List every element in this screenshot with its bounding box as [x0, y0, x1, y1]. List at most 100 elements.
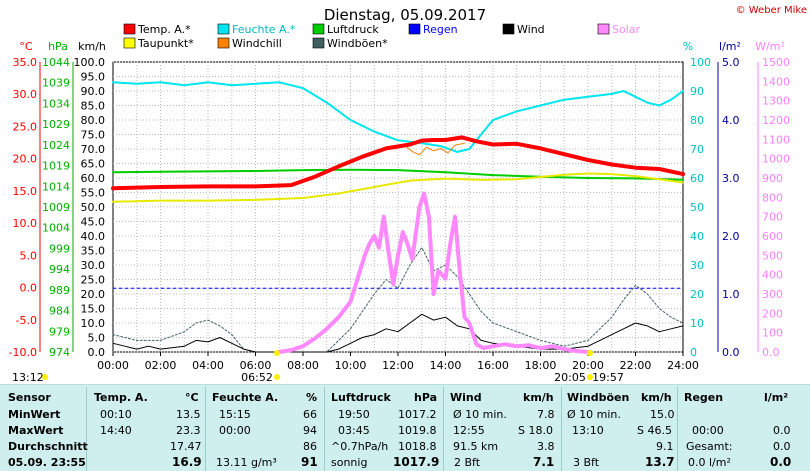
tick-label: 55.0 [81, 187, 106, 200]
series-solar [277, 191, 590, 354]
hum-min-time: 15:15 [219, 408, 251, 421]
tick-label: 999 [49, 242, 70, 255]
sunset-label: 19:57 [592, 371, 624, 384]
rain-now-label: 0.0 l/m² [688, 456, 731, 469]
rain-now: 0.0 [770, 455, 792, 469]
press-min: 1017.2 [398, 408, 437, 421]
gust-avg10-label: Ø 10 min. [567, 408, 621, 421]
wind-bft: 2 Bft [454, 456, 481, 469]
hum-now: 91 [301, 455, 318, 469]
header-sensor: Sensor [8, 391, 51, 404]
legend-swatch [217, 37, 230, 49]
legend-label: Luftdruck [327, 23, 379, 36]
legend-swatch [312, 23, 325, 35]
tick-label: 1034 [42, 97, 70, 110]
tick-label: 1019 [42, 160, 70, 173]
copyright-text: © Weber Mike [736, 5, 807, 16]
legend-swatch [123, 37, 136, 49]
gust-bft: 3 Bft [573, 456, 600, 469]
tick-label: 700 [762, 211, 783, 224]
gust-now: 13.7 [645, 455, 675, 469]
tick-label: 1000 [762, 153, 790, 166]
tick-label: 500 [762, 249, 783, 262]
hum-max: 94 [303, 424, 317, 437]
x-tick-label: 02:00 [145, 359, 177, 372]
tick-label: 80 [690, 114, 704, 127]
sun-marker [587, 350, 593, 356]
wind-distance: 91.5 km [453, 440, 499, 453]
tick-label: 1300 [762, 95, 790, 108]
press-min-time: 19:50 [338, 408, 370, 421]
weather-chart: Dienstag, 05.09.2017 © Weber Mike Temp. A.… [9, 5, 807, 384]
tick-label: 40.0 [81, 230, 106, 243]
tick-label: 30.0 [81, 259, 106, 272]
tick-label: 25.0 [81, 274, 106, 287]
row-avg-label: Durchschnitt [8, 440, 88, 453]
tick-label: 1100 [762, 133, 790, 146]
tick-label: 25.0 [13, 120, 38, 133]
tick-label: 5.0 [88, 332, 106, 345]
axis-unit: °C [19, 40, 33, 53]
wind-now: 7.1 [533, 455, 555, 469]
tick-label: -5.0 [16, 314, 37, 327]
press-max: 1019.8 [398, 424, 437, 437]
gust-max: S 46.5 [637, 424, 672, 437]
tick-label: 1009 [42, 201, 70, 214]
gust-avg: 9.1 [656, 440, 674, 453]
tick-label: 65.0 [81, 158, 106, 171]
temp-min-time: 00:10 [100, 408, 132, 421]
hum-max-time: 00:00 [219, 424, 251, 437]
tick-label: 70 [690, 143, 704, 156]
stats-table: Sensor Temp. A. °C Feuchte A. % Luftdruc… [0, 384, 810, 471]
tick-label: 95.0 [81, 71, 106, 84]
tick-label: 3.0 [722, 172, 740, 185]
press-trend: ^0.7hPa/h [331, 440, 389, 453]
tick-label: 1004 [42, 222, 70, 235]
wind-max: S 18.0 [518, 424, 553, 437]
series-temp-a [111, 135, 685, 191]
tick-label: 1400 [762, 75, 790, 88]
tick-label: 0.0 [20, 282, 38, 295]
legend-label: Feuchte A.* [232, 23, 296, 36]
axis-unit: hPa [48, 40, 68, 53]
header-wind: Wind [450, 391, 482, 404]
axis-unit: l/m² [719, 40, 741, 53]
series-taupunkt [112, 172, 684, 203]
press-now: 1017.9 [393, 455, 440, 469]
series-luftdruck [112, 168, 684, 181]
legend-label: Taupunkt* [137, 37, 194, 50]
x-tick-label: 24:00 [667, 359, 699, 372]
tick-label: 40 [690, 230, 704, 243]
header-rain-unit: l/m² [764, 391, 789, 404]
tick-label: 1500 [762, 56, 790, 69]
tick-label: 100 [690, 56, 711, 69]
tick-label: 600 [762, 230, 783, 243]
gust-max-time: 13:10 [572, 424, 604, 437]
x-tick-label: 04:00 [192, 359, 224, 372]
tick-label: 5.0 [20, 249, 38, 262]
hum-avg: 86 [303, 440, 317, 453]
tick-label: 30.0 [13, 88, 38, 101]
tick-label: 60 [690, 172, 704, 185]
legend-label: Windchill [232, 37, 282, 50]
tick-label: 1024 [42, 139, 70, 152]
tick-label: 100.0 [74, 56, 106, 69]
chart-title: Dienstag, 05.09.2017 [324, 6, 486, 24]
rain-total-label: Gesamt: [686, 440, 733, 453]
temp-min: 13.5 [176, 408, 201, 421]
legend-swatch [502, 23, 515, 35]
header-press: Luftdruck [331, 391, 391, 404]
wind-max-time: 12:55 [453, 424, 485, 437]
tick-label: 0.0 [88, 346, 106, 359]
rain-max: 0.0 [773, 424, 791, 437]
header-gust-unit: km/h [641, 391, 672, 404]
hum-min: 66 [303, 408, 317, 421]
hum-abs: 13.11 g/m³ [216, 456, 277, 469]
x-tick-label: 10:00 [335, 359, 367, 372]
tick-label: 60.0 [81, 172, 106, 185]
legend-label: Windböen* [327, 37, 388, 50]
press-max-time: 03:45 [338, 424, 370, 437]
wind-avg10: 7.8 [537, 408, 555, 421]
header-temp: Temp. A. [94, 391, 148, 404]
